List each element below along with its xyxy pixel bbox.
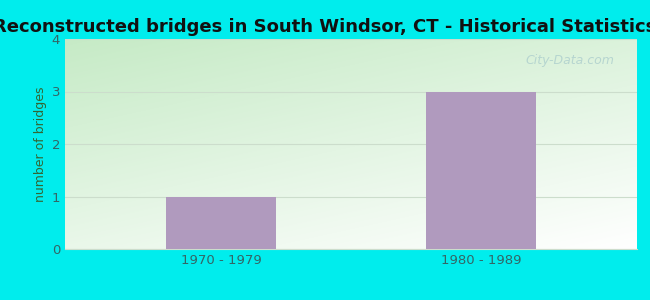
Text: City-Data.com: City-Data.com <box>525 54 614 67</box>
Bar <box>166 196 276 249</box>
Bar <box>426 92 536 249</box>
Text: Reconstructed bridges in South Windsor, CT - Historical Statistics: Reconstructed bridges in South Windsor, … <box>0 18 650 36</box>
Y-axis label: number of bridges: number of bridges <box>34 86 47 202</box>
